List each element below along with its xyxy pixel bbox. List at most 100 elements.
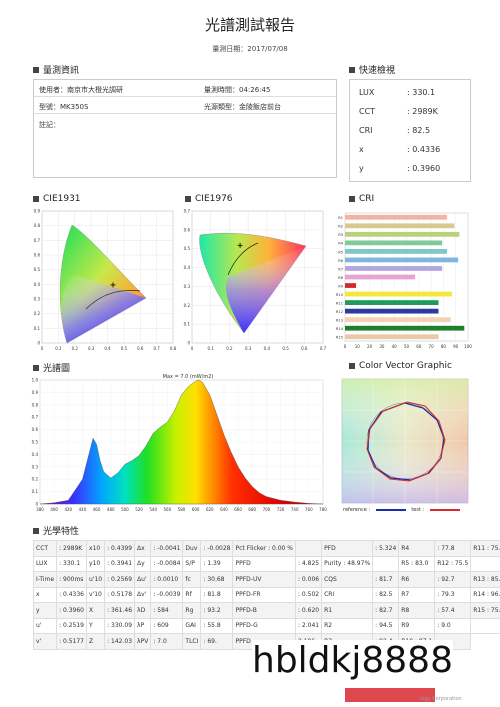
optical-cell: : 330.1 (56, 555, 88, 572)
optical-cell: : 900ms (56, 571, 88, 588)
y-tick-label: 0.4 (184, 265, 191, 270)
optical-cell: R11 : 75.9 (470, 540, 500, 557)
optical-cell: I-Time (32, 571, 58, 588)
optical-cell: R2 (321, 617, 374, 634)
x-tick-label: 400 (50, 507, 58, 512)
x-tick-label: 380 (36, 507, 44, 512)
optical-cell: S/P (182, 555, 202, 572)
cvg-legend: reference : test : (343, 507, 460, 513)
optical-cell: : 82.5 (372, 586, 400, 603)
x-tick-label: 740 (291, 507, 299, 512)
optical-row: y: 0.3960 X: 361.46 λD: 584 Rg: 93.2 PPFD-B:… (32, 602, 500, 619)
cri-bar-r11 (345, 300, 439, 305)
optical-cell: Duv (182, 540, 202, 557)
x-tick-label: 0.5 (121, 346, 128, 351)
optical-cell: R6 (398, 571, 436, 588)
cri-label: R10 (336, 293, 344, 297)
optical-cell: CRI (321, 586, 374, 603)
x-tick-label: 0 (344, 344, 347, 349)
square-bullet-icon (185, 196, 191, 202)
square-bullet-icon (349, 363, 355, 369)
cvg-grid (342, 379, 468, 503)
cri-bars (345, 214, 465, 340)
optical-cell: u'10 (86, 571, 106, 588)
optical-cell: : 0.4399 (104, 540, 136, 557)
optical-cell: PPFD-G (232, 617, 296, 634)
optical-cell: : 0.3960 (56, 602, 88, 619)
optical-cell: X (86, 602, 106, 619)
optical-cell: : -0.0041 (150, 540, 184, 557)
cri-bar-r3 (345, 231, 460, 237)
optical-cell: : 69. (200, 633, 234, 650)
planckian-locus (227, 242, 259, 276)
quick-view-box: LUX: 330.1 CCT: 2989K CRI: 82.5 x: 0.433… (349, 79, 471, 182)
optical-cell: PPFD (232, 555, 296, 572)
optical-cell: : 93.2 (200, 602, 234, 619)
test-line-icon (429, 508, 460, 511)
optical-cell: λP (134, 617, 152, 634)
x-tick-label: 660 (234, 507, 242, 512)
optical-cell: : 361.46 (104, 602, 136, 619)
optical-row: x: 0.4336 v'10: 0.5178 Δv': -0.0039 Rf: 81.… (32, 586, 500, 603)
cri-bar-r15 (345, 334, 439, 340)
spectrum-area (39, 379, 324, 505)
x-tick-label: 30 (379, 344, 385, 349)
optical-cell (294, 540, 323, 557)
section-cri: CRI (349, 194, 374, 205)
optical-cell: Δx (134, 540, 152, 557)
cri-bar-r14 (345, 325, 465, 331)
x-tick-label: 640 (220, 507, 228, 512)
optical-cell: : 0.620 (294, 602, 323, 619)
optical-cell: Δu' (134, 571, 152, 588)
optical-cell: R1 (321, 602, 374, 619)
x-tick-label: 780 (319, 507, 327, 512)
cri-label: R14 (336, 327, 344, 331)
optical-row: u': 0.2519 Y: 330.09 λP: 609 GAI: 55.8 PPFD-… (32, 617, 500, 634)
optical-cell: : 0.2519 (56, 617, 88, 634)
cri-label: R2 (338, 225, 343, 229)
x-tick-label: 0.6 (301, 346, 308, 351)
cri-label: R7 (338, 267, 343, 271)
optical-cell: x (32, 586, 58, 603)
watermark-sub: logy Corporation (420, 696, 462, 702)
info-user: 使用者：南京市大橙光調研 (39, 86, 123, 94)
x-tick-label: 0.7 (153, 346, 160, 351)
y-tick-label: 0.9 (32, 390, 39, 395)
cie1976-x-ticks: 0 0.1 0.2 0.3 0.4 0.5 0.6 0.7 (191, 346, 327, 351)
cie1976-blue-region (225, 246, 306, 333)
x-tick-label: 0.1 (55, 346, 62, 351)
cri-label: R6 (338, 259, 343, 263)
x-tick-label: 0.4 (264, 346, 271, 351)
x-tick-label: 0.6 (137, 346, 144, 351)
x-tick-label: 540 (149, 507, 157, 512)
y-tick-label: 0.5 (34, 267, 41, 272)
quick-row: CCT: 2989K (359, 107, 438, 116)
quick-row: x: 0.4336 (359, 145, 441, 154)
info-box: 使用者：南京市大橙光調研 量測時間：04:26:45 型號：MK350S 光源類… (33, 79, 337, 178)
y-tick-label: 0.7 (34, 238, 41, 243)
optical-cell: : -0.0039 (150, 586, 184, 603)
cri-label: R9 (338, 284, 343, 288)
x-tick-label: 0.7 (320, 346, 327, 351)
y-tick-label: 0.5 (32, 440, 39, 445)
optical-cell: Pct Flicker : 0.00 % (232, 540, 296, 557)
cie1976-y-ticks: 0 0.1 0.2 0.3 0.4 0.5 0.6 0.7 (184, 209, 191, 346)
optical-cell: PPFD-UV (232, 571, 296, 588)
optical-cell: R8 (398, 602, 436, 619)
optical-cell: R13 : 85.8 (470, 571, 500, 588)
cri-bar-r4 (345, 240, 443, 246)
y-tick-label: 1.0 (32, 378, 39, 383)
cie1976-chart: 0 0.1 0.2 0.3 0.4 0.5 0.6 0.7 00.10.20.30.40.50… (184, 209, 327, 352)
cri-bar-r1 (345, 214, 448, 220)
watermark-red-logo (345, 688, 435, 702)
spectrum-max-label: Max = 7.0 (mW/m2) (163, 374, 214, 380)
y-tick-label: 0.7 (32, 415, 39, 420)
y-tick-label: 0.3 (32, 464, 39, 469)
measurement-point-icon (110, 282, 116, 288)
optical-cell: : 7.0 (150, 633, 184, 650)
optical-row: I-Time: 900ms u'10: 0.2569 Δu': 0.0010 fc: … (32, 571, 500, 588)
cri-label: R1 (338, 216, 343, 220)
square-bullet-icon (349, 66, 355, 73)
x-tick-label: 440 (79, 507, 87, 512)
y-tick-label: 0 (35, 502, 38, 507)
